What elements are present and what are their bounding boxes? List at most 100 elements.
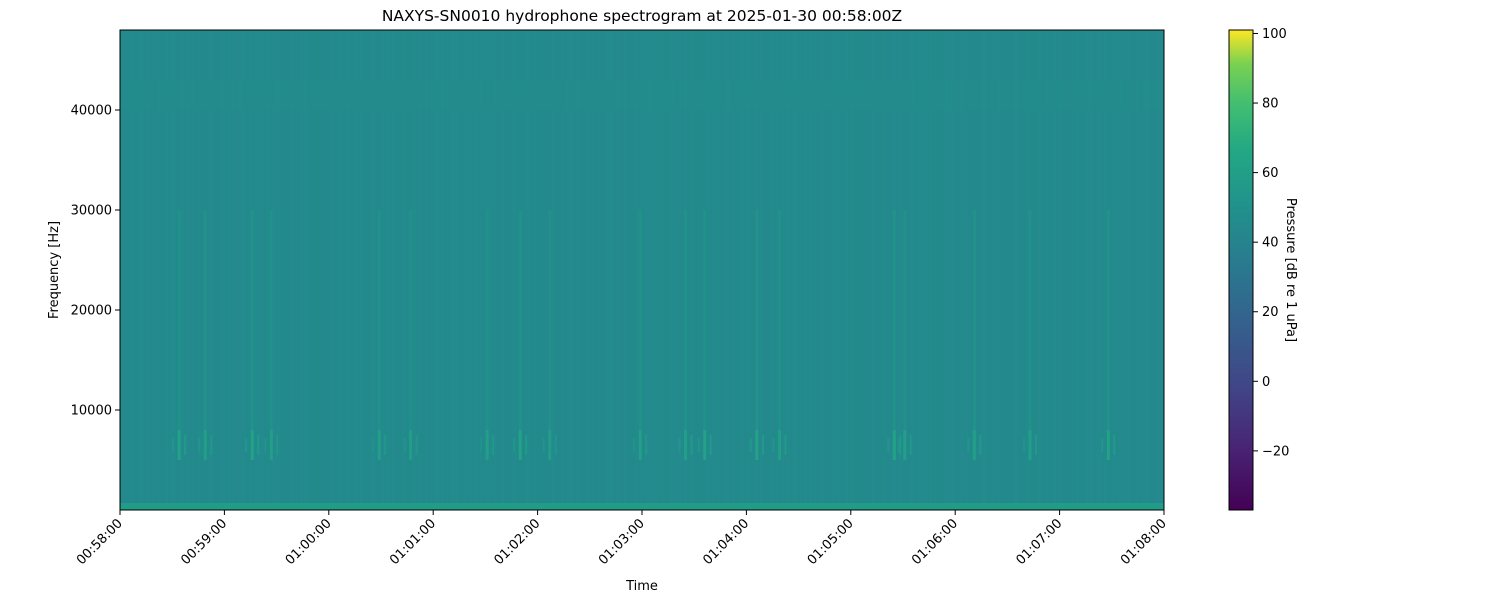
heatmap-texture-column: [796, 30, 798, 510]
heatmap-texture-column: [450, 30, 452, 510]
heatmap-texture-column: [566, 30, 568, 510]
heatmap-texture-column: [804, 30, 806, 510]
event-streak: [377, 210, 381, 430]
heatmap-event: [403, 210, 418, 460]
heatmap-texture-column: [978, 30, 980, 510]
heatmap-texture-column: [632, 30, 634, 510]
heatmap-texture-column: [528, 30, 530, 510]
y-tick-label: 20000: [71, 304, 112, 319]
event-band-cell: [210, 435, 213, 455]
heatmap-texture-column: [966, 30, 968, 510]
heatmap-texture-column: [1162, 30, 1164, 510]
heatmap-texture-column: [968, 30, 970, 510]
event-streak: [177, 210, 181, 430]
heatmap-texture-column: [1118, 30, 1120, 510]
heatmap-texture-column: [1078, 30, 1080, 510]
x-axis: 00:58:00 00:59:00 01:00:00 01:01:00 01:02:00…: [74, 510, 1170, 568]
event-streak: [972, 210, 976, 430]
heatmap-texture-column: [138, 30, 140, 510]
event-band-cell: [909, 435, 912, 455]
heatmap-texture-column: [266, 30, 268, 510]
heatmap-texture-column: [810, 30, 812, 510]
heatmap-texture-column: [168, 30, 170, 510]
heatmap-texture-column: [282, 30, 284, 510]
event-streak: [684, 210, 687, 430]
heatmap-texture-column: [946, 30, 948, 510]
heatmap-texture-column: [776, 30, 778, 510]
heatmap-texture-column: [452, 30, 454, 510]
event-band-cell: [1028, 430, 1032, 460]
heatmap-texture-column: [188, 30, 190, 510]
heatmap-texture-column: [140, 30, 142, 510]
heatmap-texture-column: [750, 30, 752, 510]
heatmap-texture-column: [248, 30, 250, 510]
heatmap-texture-column: [996, 30, 998, 510]
heatmap-event: [749, 210, 764, 460]
heatmap-texture-column: [594, 30, 596, 510]
heatmap-texture-column: [690, 30, 692, 510]
heatmap-texture-column: [558, 30, 560, 510]
heatmap-texture-column: [668, 30, 670, 510]
heatmap-texture-column: [334, 30, 336, 510]
heatmap: [120, 30, 1164, 510]
heatmap-texture-column: [1090, 30, 1092, 510]
heatmap-texture-column: [408, 30, 410, 510]
heatmap-texture-column: [1022, 30, 1024, 510]
heatmap-texture-column: [488, 30, 490, 510]
heatmap-texture-column: [150, 30, 152, 510]
heatmap-texture-column: [1110, 30, 1112, 510]
heatmap-texture-column: [1024, 30, 1026, 510]
heatmap-texture-column: [734, 30, 736, 510]
heatmap-texture-column: [322, 30, 324, 510]
heatmap-event: [633, 210, 648, 460]
heatmap-texture-column: [952, 30, 954, 510]
heatmap-texture-column: [540, 30, 542, 510]
heatmap-texture-column: [458, 30, 460, 510]
heatmap-texture-column: [1076, 30, 1078, 510]
heatmap-texture-column: [454, 30, 456, 510]
heatmap-texture-column: [260, 30, 262, 510]
heatmap-texture-column: [346, 30, 348, 510]
heatmap-event: [245, 210, 260, 460]
heatmap-texture-column: [182, 30, 184, 510]
heatmap-texture-column: [298, 30, 300, 510]
heatmap-texture-column: [1006, 30, 1008, 510]
event-band-cell: [257, 435, 260, 455]
event-streak: [203, 210, 207, 430]
heatmap-texture-column: [438, 30, 440, 510]
heatmap-texture-column: [1088, 30, 1090, 510]
heatmap-texture-column: [318, 30, 320, 510]
event-band-cell: [1023, 438, 1026, 452]
heatmap-texture-column: [478, 30, 480, 510]
heatmap-texture-column: [354, 30, 356, 510]
heatmap-texture-column: [710, 30, 712, 510]
event-band-cell: [697, 438, 700, 452]
heatmap-texture-column: [160, 30, 162, 510]
heatmap-texture-column: [748, 30, 750, 510]
x-tick-label: 01:08:00: [1118, 516, 1170, 568]
event-band-cell: [1106, 430, 1110, 460]
heatmap-texture-column: [166, 30, 168, 510]
heatmap-texture-column: [290, 30, 292, 510]
heatmap-texture-column: [420, 30, 422, 510]
heatmap-event: [513, 210, 528, 460]
heatmap-texture-column: [480, 30, 482, 510]
heatmap-texture-column: [758, 30, 760, 510]
heatmap-texture-column: [1036, 30, 1038, 510]
heatmap-event: [887, 210, 902, 460]
heatmap-texture-column: [446, 30, 448, 510]
heatmap-texture-column: [256, 30, 258, 510]
heatmap-texture-column: [654, 30, 656, 510]
heatmap-texture-column: [1094, 30, 1096, 510]
heatmap-texture-column: [866, 30, 868, 510]
chart-title: NAXYS-SN0010 hydrophone spectrogram at 2…: [382, 7, 902, 25]
heatmap-texture-column: [940, 30, 942, 510]
event-band-cell: [887, 438, 890, 452]
heatmap-texture-column: [754, 30, 756, 510]
heatmap-texture-column: [1084, 30, 1086, 510]
heatmap-texture-column: [1004, 30, 1006, 510]
heatmap-texture-column: [164, 30, 166, 510]
heatmap-texture-column: [852, 30, 854, 510]
heatmap-texture-column: [706, 30, 708, 510]
heatmap-texture-column: [650, 30, 652, 510]
